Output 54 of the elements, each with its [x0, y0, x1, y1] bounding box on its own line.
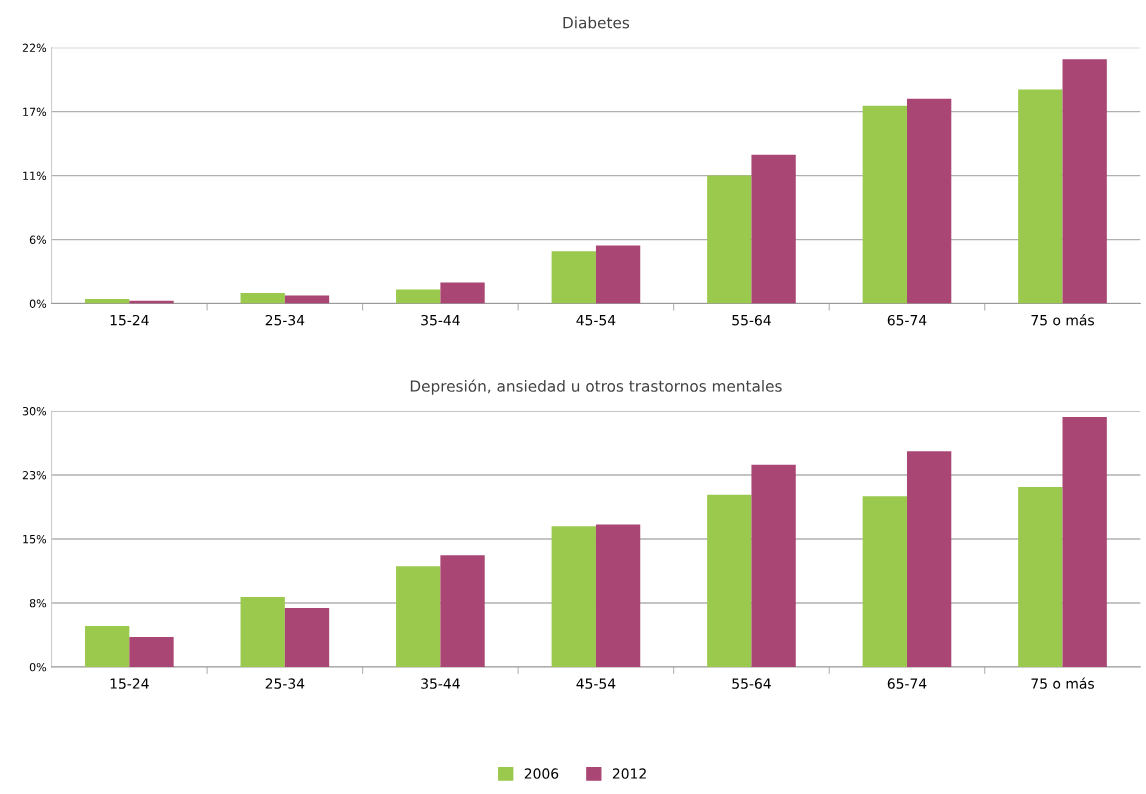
x-tick-label: 15-24 [110, 678, 149, 689]
x-tick-label: 55-64 [732, 314, 771, 326]
bar [906, 451, 952, 667]
bar [240, 293, 285, 304]
bar [440, 555, 485, 667]
bar [1062, 59, 1107, 304]
x-tick-label: 45-54 [576, 315, 616, 326]
bar [862, 105, 907, 304]
bar [129, 637, 174, 667]
y-tick-label: 0% [29, 299, 47, 308]
bar [240, 597, 285, 667]
bar [551, 251, 596, 304]
bar [862, 496, 907, 667]
x-tick-label: 65-74 [887, 314, 927, 326]
x-tick-label: 35-44 [421, 678, 460, 689]
y-tick-label: 30% [22, 407, 47, 416]
chart-title: Diabetes [563, 16, 630, 29]
y-tick-label: 8% [29, 598, 47, 608]
bar [85, 626, 130, 667]
y-tick-label: 15% [23, 534, 47, 544]
legend-label: 2006 [524, 768, 559, 779]
x-tick-label: 25-34 [265, 314, 305, 326]
x-tick-label: 75 o más [1031, 314, 1094, 326]
bar [906, 98, 952, 304]
x-tick-label: 25-34 [265, 678, 305, 689]
bar [707, 494, 752, 667]
x-tick-label: 55-64 [732, 678, 771, 689]
bar [751, 154, 796, 304]
bar [396, 289, 441, 304]
bar [396, 566, 441, 667]
y-tick-label: 22% [22, 43, 47, 53]
y-tick-label: 23% [22, 471, 47, 480]
x-tick-label: 75 o más [1031, 677, 1094, 689]
bar [284, 608, 330, 667]
bar [707, 175, 752, 304]
bar [1062, 417, 1107, 667]
bar [1018, 486, 1063, 667]
chart-title: Depresión, ansiedad u otros trastornos mentales [410, 379, 782, 395]
legend-label: 2012 [612, 768, 646, 779]
bar [595, 245, 641, 304]
x-tick-label: 35-44 [421, 314, 460, 326]
y-tick-label: 6% [29, 235, 47, 244]
bar [284, 295, 330, 304]
y-tick-label: 11% [23, 171, 47, 180]
x-tick-label: 15-24 [110, 314, 149, 326]
bar [595, 524, 641, 667]
bar [551, 526, 596, 667]
bar [1018, 89, 1063, 304]
bar [751, 464, 796, 667]
x-tick-label: 45-54 [576, 678, 616, 689]
x-tick-label: 65-74 [887, 678, 927, 689]
y-tick-label: 17% [23, 107, 47, 116]
y-tick-label: 0% [29, 662, 47, 672]
bar [440, 282, 485, 304]
